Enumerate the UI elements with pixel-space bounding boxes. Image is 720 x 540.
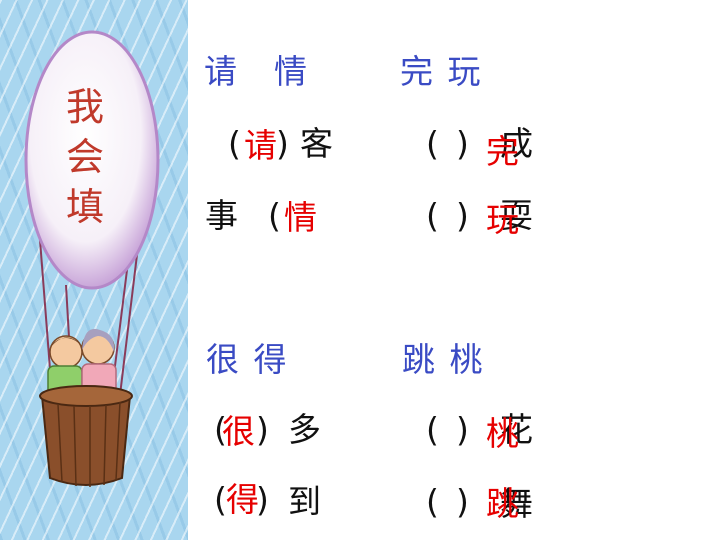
answer-text: 跳	[486, 484, 519, 523]
answer-text: 请	[244, 126, 277, 165]
paren-open: (	[426, 124, 439, 163]
answer-text: 情	[284, 198, 317, 237]
balloon-char: 我	[65, 85, 104, 129]
answer-text: 很	[222, 412, 255, 451]
word-char: 事	[205, 196, 238, 235]
balloon-char: 会	[65, 135, 104, 179]
hot-air-balloon-illustration	[24, 30, 160, 487]
paren-close: )	[456, 124, 469, 163]
word-char: 舞	[500, 484, 533, 523]
word-char: 到	[288, 482, 321, 521]
paren-close: )	[276, 124, 289, 163]
paren-open: (	[426, 410, 439, 449]
word-char: 多	[288, 410, 321, 449]
group-heading: 跳 桃	[402, 340, 485, 379]
word-char: 成	[500, 124, 533, 163]
balloon-title: 我 会 填	[60, 82, 110, 232]
paren-close: )	[456, 482, 469, 521]
paren-open: (	[426, 482, 439, 521]
paren-open: (	[426, 196, 439, 235]
paren-open: (	[228, 124, 241, 163]
word-char: 耍	[500, 196, 533, 235]
paren-open: (	[214, 410, 227, 449]
answer-text: 完	[486, 132, 519, 171]
word-char: 客	[300, 124, 333, 163]
paren-close: )	[256, 410, 269, 449]
paren-close: )	[456, 410, 469, 449]
word-char: 花	[500, 410, 533, 449]
group-heading: 请 情	[204, 52, 309, 91]
group-heading: 很 得	[206, 340, 289, 379]
group-heading: 完 玩	[400, 52, 483, 91]
paren-open: (	[214, 480, 227, 519]
answer-text: 玩	[486, 200, 519, 239]
answer-text: 得	[226, 480, 259, 519]
paren-close: )	[456, 196, 469, 235]
balloon-char: 填	[65, 185, 104, 229]
answer-text: 桃	[486, 414, 519, 453]
paren-close: )	[256, 480, 269, 519]
paren-open: (	[268, 196, 281, 235]
